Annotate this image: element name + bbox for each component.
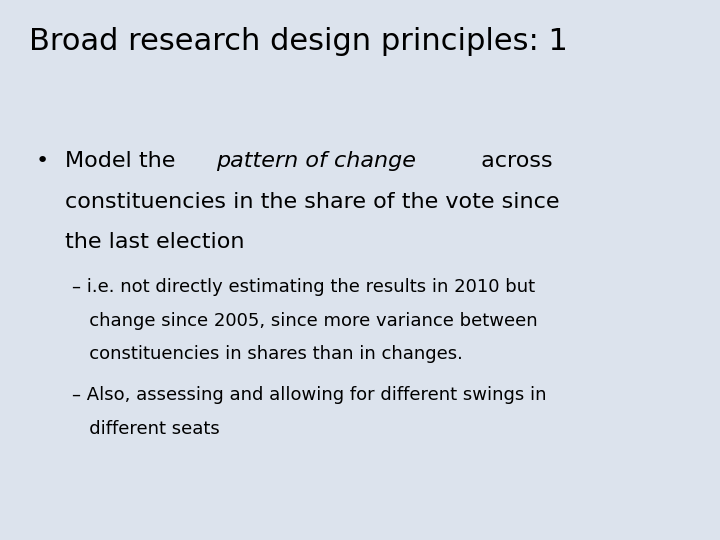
Text: constituencies in shares than in changes.: constituencies in shares than in changes… <box>72 345 463 363</box>
Text: Broad research design principles: 1: Broad research design principles: 1 <box>29 27 567 56</box>
Text: the last election: the last election <box>65 232 244 252</box>
Text: across: across <box>474 151 553 171</box>
Text: – i.e. not directly estimating the results in 2010 but: – i.e. not directly estimating the resul… <box>72 278 535 296</box>
Text: – Also, assessing and allowing for different swings in: – Also, assessing and allowing for diffe… <box>72 386 546 404</box>
Text: •: • <box>36 151 49 171</box>
Text: different seats: different seats <box>72 420 220 437</box>
Text: pattern of change: pattern of change <box>217 151 416 171</box>
Text: Model the: Model the <box>65 151 182 171</box>
Text: change since 2005, since more variance between: change since 2005, since more variance b… <box>72 312 538 329</box>
Text: constituencies in the share of the vote since: constituencies in the share of the vote … <box>65 192 559 212</box>
